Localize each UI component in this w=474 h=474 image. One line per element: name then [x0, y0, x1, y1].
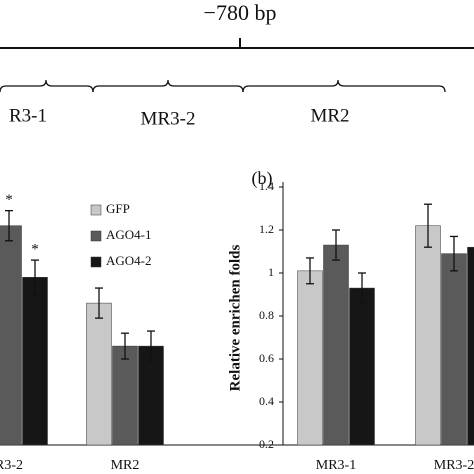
- legend-swatch: [90, 230, 102, 242]
- y-tick-label: 0.8: [259, 308, 274, 322]
- legend-swatch: [90, 204, 102, 216]
- x-tick-label: MR3-1: [316, 458, 356, 473]
- bar: [86, 302, 112, 446]
- legend-swatch: [90, 256, 102, 268]
- bar: [112, 345, 138, 446]
- brace: [92, 79, 244, 93]
- brace: [0, 79, 94, 93]
- bar: [22, 277, 48, 446]
- x-tick-label: MR2: [111, 458, 140, 473]
- y-tick-label: 1.2: [259, 222, 274, 236]
- y-tick-label: 0.2: [259, 437, 274, 451]
- bar: [415, 225, 441, 446]
- y-axis-title: Relative enrichen folds: [227, 245, 243, 392]
- legend-label: GFP: [106, 201, 130, 216]
- region-label: MR2: [310, 105, 349, 126]
- bar: [467, 246, 474, 446]
- x-tick-label: MR3-2: [434, 458, 474, 473]
- panel-label: (b): [252, 168, 273, 189]
- region-label: MR3-2: [141, 108, 196, 129]
- y-tick-label: 1.4: [259, 179, 274, 193]
- y-tick-label: 0.6: [259, 351, 274, 365]
- y-tick-label: 1: [268, 265, 274, 279]
- bar: [349, 287, 375, 446]
- x-tick-label: R3-2: [0, 458, 23, 473]
- diagram-title: −780 bp: [204, 0, 277, 25]
- legend-label: AGO4-1: [106, 227, 152, 242]
- bar: [297, 270, 323, 446]
- bar: [138, 345, 164, 446]
- y-tick-label: 0.4: [259, 394, 274, 408]
- region-label: R3-1: [9, 105, 47, 126]
- brace: [242, 79, 446, 93]
- legend-label: AGO4-2: [106, 253, 152, 268]
- bar: [0, 225, 22, 446]
- bar: [441, 253, 467, 446]
- significance-mark: *: [5, 192, 13, 208]
- significance-mark: *: [31, 242, 39, 258]
- bar: [323, 244, 349, 446]
